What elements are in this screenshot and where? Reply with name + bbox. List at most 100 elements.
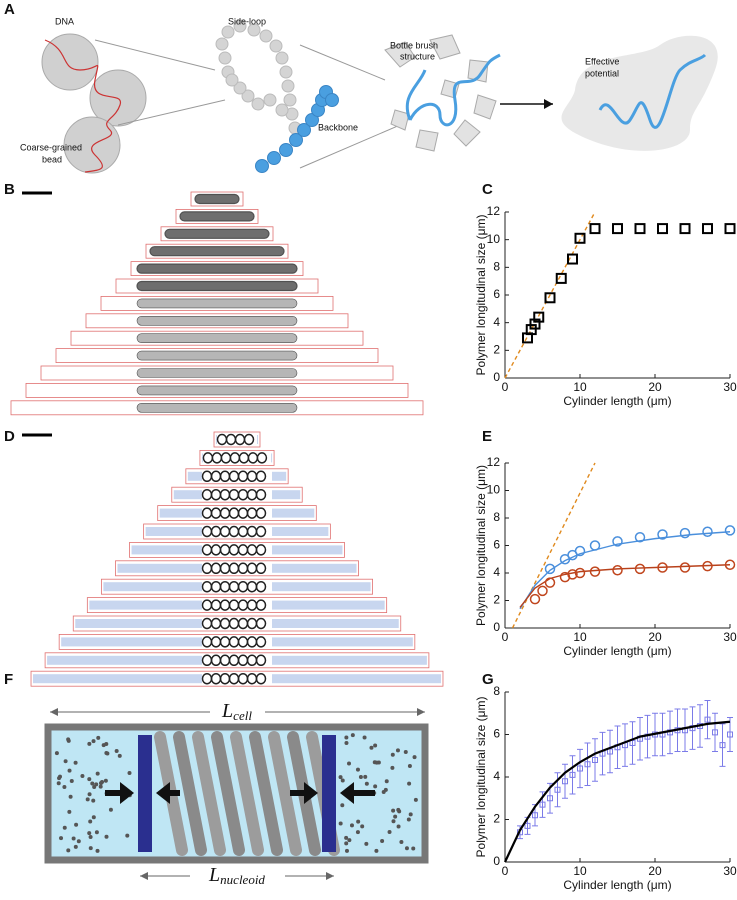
coil-segment [173, 731, 207, 856]
point [727, 731, 733, 738]
point [524, 822, 531, 829]
crowder [340, 803, 345, 808]
crowder [358, 775, 363, 780]
bead [225, 73, 239, 87]
label-bottle-brush: Bottle brush [390, 40, 438, 50]
point [724, 559, 736, 570]
crowder [95, 848, 100, 853]
crowder [62, 825, 67, 830]
crowder [391, 819, 396, 824]
panel-label: B [4, 181, 15, 198]
x-tick-label: 30 [723, 380, 737, 394]
crowder [63, 759, 68, 764]
polymer-image [194, 193, 240, 205]
plate [138, 735, 152, 852]
y-tick-label: 4 [493, 565, 500, 579]
point [702, 526, 713, 537]
crowder [347, 761, 352, 766]
crowder [96, 735, 101, 740]
nucleoid-coil [154, 731, 340, 856]
crowder [94, 830, 99, 835]
crowder [76, 839, 81, 844]
point [562, 778, 568, 785]
point [702, 560, 713, 572]
point [634, 223, 646, 235]
bead [269, 39, 283, 53]
crowder [95, 771, 100, 776]
polymer-image [136, 368, 298, 378]
crowder [87, 741, 92, 746]
crowder [91, 815, 96, 820]
crowder [117, 753, 122, 758]
x-tick-label: 10 [573, 630, 587, 644]
point [612, 223, 623, 235]
point [574, 232, 586, 244]
y-tick-label: 8 [493, 684, 500, 698]
point [712, 729, 718, 736]
polymer-image [136, 350, 298, 361]
dna-strand [44, 39, 121, 173]
point [533, 311, 545, 323]
point [704, 716, 711, 723]
crowder [390, 752, 395, 757]
y-tick-label: 6 [493, 538, 500, 552]
polymer-image [136, 385, 298, 396]
x-tick-label: 10 [573, 864, 587, 878]
crowder [90, 781, 95, 786]
label-side-loop: Side-loop [228, 16, 266, 26]
point [612, 536, 623, 547]
crowder [73, 844, 78, 849]
y-tick-label: 10 [487, 232, 501, 246]
coil [255, 636, 267, 648]
bead [41, 33, 99, 91]
crowder [104, 751, 109, 756]
crowder [373, 743, 378, 748]
crowder [340, 778, 345, 783]
coil [255, 599, 267, 611]
crowder [404, 846, 409, 851]
subscript: nucleoid [220, 872, 265, 887]
y-tick-label: 12 [487, 204, 501, 218]
point [567, 569, 578, 580]
panel-label: G [482, 671, 494, 688]
crowder [100, 780, 105, 785]
zoom-line [299, 44, 386, 81]
zoom-line [94, 39, 216, 71]
panel-label: C [482, 181, 493, 198]
crowder [390, 765, 395, 770]
y-tick-label: 0 [493, 854, 500, 868]
crowder [406, 817, 411, 822]
y-tick-label: 4 [493, 769, 500, 783]
schematic [41, 19, 718, 174]
crowder [363, 774, 368, 779]
point [589, 540, 601, 551]
coil [255, 562, 267, 575]
polymer-image [136, 280, 298, 292]
crowder [412, 755, 417, 760]
y-tick-label: 2 [493, 343, 500, 357]
crowder [349, 823, 354, 828]
label-bead: Coarse-grained [20, 142, 82, 152]
coil [255, 488, 267, 501]
coil [243, 433, 255, 446]
crowder [374, 760, 379, 765]
crowder [355, 767, 360, 772]
crowder [125, 833, 130, 838]
label-effective-potential: Effective [585, 56, 619, 66]
bead [279, 143, 293, 157]
coil [255, 654, 267, 667]
crowder [338, 775, 343, 780]
subscript: cell [233, 708, 252, 723]
crowder [355, 830, 360, 835]
point [589, 223, 601, 235]
crowder [362, 735, 367, 740]
coil [255, 580, 267, 593]
x-tick-label: 30 [723, 630, 737, 644]
crowder [67, 768, 72, 773]
point [592, 757, 598, 763]
bead [233, 81, 247, 95]
label-bead: bead [42, 154, 62, 164]
crowder [338, 821, 343, 826]
polymer-image [179, 211, 255, 222]
polymer-image [149, 246, 285, 257]
